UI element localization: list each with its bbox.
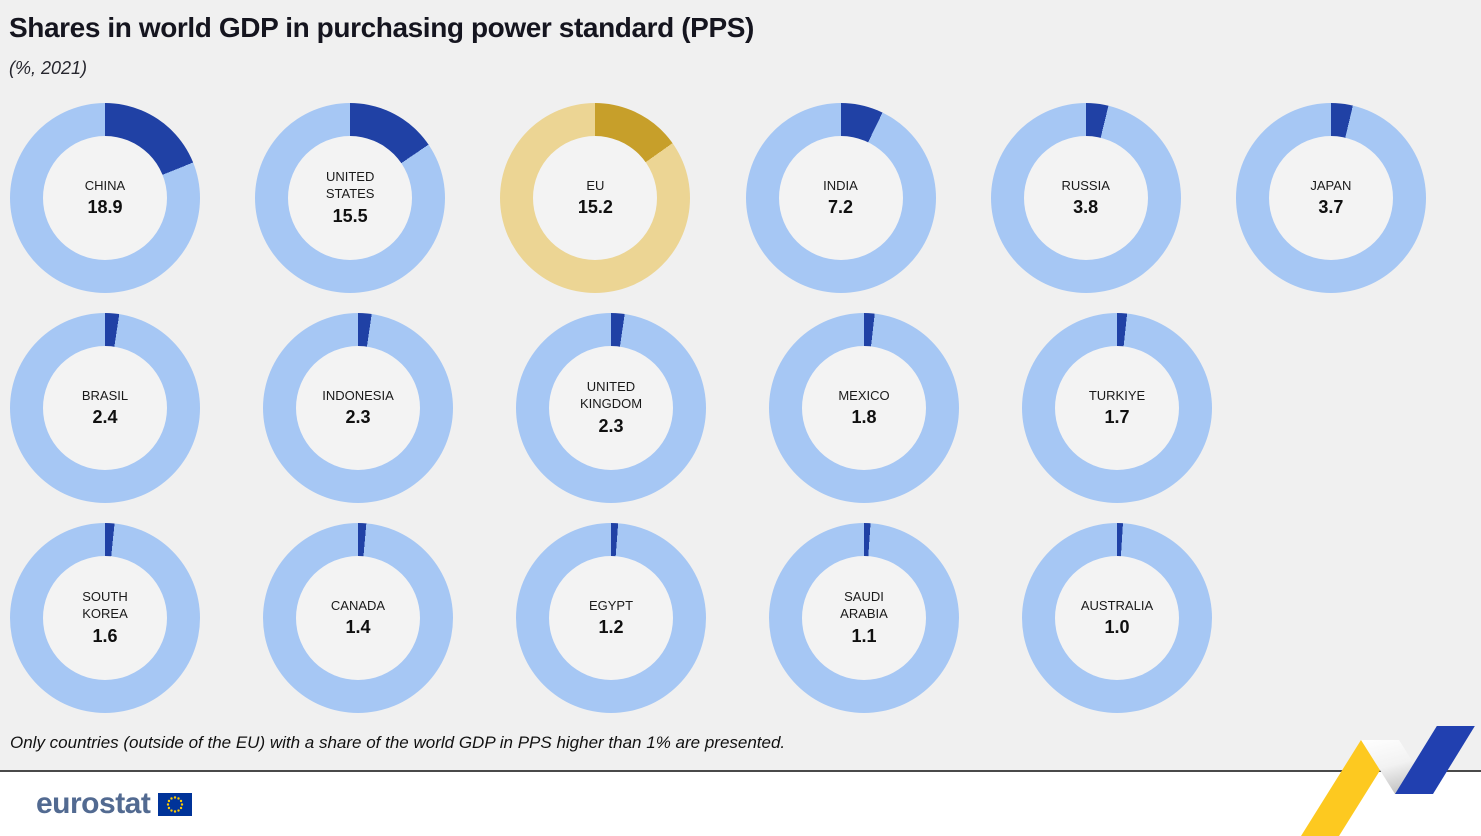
donut-center: SOUTH KOREA 1.6 [43, 556, 167, 680]
value-label: 1.8 [851, 407, 877, 428]
donut-center: EGYPT 1.2 [549, 556, 673, 680]
donut-ring: SOUTH KOREA 1.6 [10, 523, 200, 713]
country-label: BRASIL [81, 387, 129, 403]
donut-center: CANADA 1.4 [296, 556, 420, 680]
donut-center: INDIA 7.2 [778, 136, 903, 260]
donut-egypt: EGYPT 1.2 [516, 523, 769, 713]
divider-line [0, 770, 1481, 772]
donut-ring: JAPAN 3.7 [1235, 103, 1426, 293]
eurostat-wordmark: eurostat [36, 787, 151, 820]
page-title: Shares in world GDP in purchasing power … [9, 12, 754, 43]
donut-center: TURKIYE 1.7 [1055, 346, 1179, 470]
value-label: 15.2 [577, 197, 613, 218]
donut-ring: UNITED KINGDOM 2.3 [516, 313, 706, 503]
chart-subtitle: (%, 2021) [9, 58, 88, 78]
footnote: Only countries (outside of the EU) with … [10, 733, 786, 752]
donut-ring: INDIA 7.2 [745, 103, 936, 293]
country-label: INDONESIA [322, 387, 394, 403]
donut-center: AUSTRALIA 1.0 [1055, 556, 1179, 680]
donut-russia: RUSSIA 3.8 [990, 103, 1236, 293]
donut-indonesia: INDONESIA 2.3 [263, 313, 516, 503]
donut-row: SOUTH KOREA 1.6 CANADA 1.4 EGYPT 1.2 SAUDI ARA… [10, 523, 1481, 713]
donut-ring: UNITED STATES 15.5 [255, 103, 446, 293]
donut-ring: BRASIL 2.4 [10, 313, 200, 503]
donut-united-states: UNITED STATES 15.5 [255, 103, 500, 293]
donut-japan: JAPAN 3.7 [1235, 103, 1481, 293]
donut-center: UNITED STATES 15.5 [288, 136, 413, 260]
value-label: 3.7 [1318, 197, 1344, 218]
donut-center: MEXICO 1.8 [802, 346, 926, 470]
country-label: SAUDI ARABIA [840, 589, 888, 621]
country-label: AUSTRALIA [1080, 597, 1154, 613]
value-label: 1.6 [92, 625, 118, 646]
value-label: 2.4 [92, 407, 118, 428]
donut-center: EU 15.2 [533, 136, 658, 260]
value-label: 1.2 [598, 617, 624, 638]
country-label: TURKIYE [1088, 387, 1146, 403]
country-label: JAPAN [1310, 177, 1352, 193]
value-label: 1.0 [1104, 617, 1130, 638]
donut-south-korea: SOUTH KOREA 1.6 [10, 523, 263, 713]
donut-india: INDIA 7.2 [745, 103, 991, 293]
value-label: 1.1 [851, 625, 877, 646]
value-label: 2.3 [598, 415, 624, 436]
value-label: 7.2 [828, 197, 854, 218]
eu-flag-icon [158, 792, 193, 816]
donut-australia: AUSTRALIA 1.0 [1022, 523, 1275, 713]
donut-chart-grid: CHINA 18.9 UNITED STATES 15.5 EU 15.2 INDIA 7.2… [10, 103, 1481, 713]
footer-bar: eurostat [0, 772, 1481, 836]
country-label: INDIA [823, 177, 858, 193]
value-label: 1.7 [1104, 407, 1130, 428]
donut-center: SAUDI ARABIA 1.1 [802, 556, 926, 680]
country-label: EGYPT [588, 597, 634, 613]
value-label: 3.8 [1073, 197, 1099, 218]
country-label: CANADA [330, 597, 386, 613]
donut-ring: EGYPT 1.2 [516, 523, 706, 713]
value-label: 18.9 [87, 197, 123, 218]
donut-ring: MEXICO 1.8 [769, 313, 959, 503]
donut-center: JAPAN 3.7 [1268, 136, 1393, 260]
decorative-ribbon [1301, 726, 1475, 836]
donut-center: INDONESIA 2.3 [296, 346, 420, 470]
eurostat-logo: eurostat [36, 787, 193, 821]
ribbon-blue-band [1395, 726, 1475, 794]
value-label: 2.3 [345, 407, 371, 428]
donut-ring: INDONESIA 2.3 [263, 313, 453, 503]
donut-united-kingdom: UNITED KINGDOM 2.3 [516, 313, 769, 503]
donut-ring: SAUDI ARABIA 1.1 [769, 523, 959, 713]
value-label: 15.5 [332, 205, 368, 226]
country-label: UNITED KINGDOM [579, 379, 643, 411]
header: Shares in world GDP in purchasing power … [0, 0, 1481, 79]
donut-center: BRASIL 2.4 [43, 346, 167, 470]
ribbon-yellow-band [1301, 740, 1399, 836]
donut-brasil: BRASIL 2.4 [10, 313, 263, 503]
donut-eu: EU 15.2 [500, 103, 745, 293]
donut-row: CHINA 18.9 UNITED STATES 15.5 EU 15.2 INDIA 7.2… [10, 103, 1481, 293]
donut-center: UNITED KINGDOM 2.3 [549, 346, 673, 470]
country-label: RUSSIA [1061, 177, 1110, 193]
country-label: EU [586, 177, 605, 193]
donut-ring: EU 15.2 [500, 103, 691, 293]
donut-canada: CANADA 1.4 [263, 523, 516, 713]
value-label: 1.4 [345, 617, 371, 638]
country-label: CHINA [84, 177, 126, 193]
donut-row: BRASIL 2.4 INDONESIA 2.3 UNITED KINGDOM 2.3 ME… [10, 313, 1481, 503]
country-label: UNITED STATES [325, 169, 375, 201]
country-label: MEXICO [838, 387, 890, 403]
donut-ring: RUSSIA 3.8 [990, 103, 1181, 293]
donut-ring: AUSTRALIA 1.0 [1022, 523, 1212, 713]
donut-ring: CHINA 18.9 [10, 103, 200, 293]
donut-turkiye: TURKIYE 1.7 [1022, 313, 1275, 503]
donut-ring: CANADA 1.4 [263, 523, 453, 713]
country-label: SOUTH KOREA [82, 589, 128, 621]
donut-center: RUSSIA 3.8 [1023, 136, 1148, 260]
donut-center: CHINA 18.9 [43, 136, 167, 260]
donut-china: CHINA 18.9 [10, 103, 255, 293]
donut-saudi-arabia: SAUDI ARABIA 1.1 [769, 523, 1022, 713]
donut-ring: TURKIYE 1.7 [1022, 313, 1212, 503]
donut-mexico: MEXICO 1.8 [769, 313, 1022, 503]
